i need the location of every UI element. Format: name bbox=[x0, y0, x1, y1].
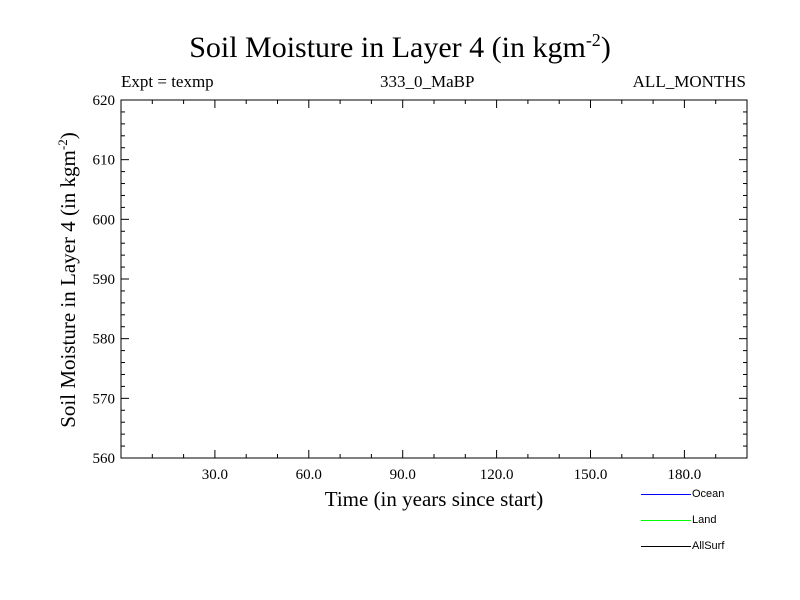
y-tick-label: 620 bbox=[93, 93, 116, 109]
y-tick-label: 560 bbox=[93, 451, 116, 467]
y-tick-label: 590 bbox=[93, 272, 116, 288]
legend-line-ocean bbox=[641, 494, 691, 495]
plot-frame bbox=[120, 99, 748, 459]
y-axis-label: Soil Moisture in Layer 4 (in kgm-2) bbox=[55, 132, 80, 428]
subtitle-center: 333_0_MaBP bbox=[380, 72, 475, 91]
legend-label-ocean: Ocean bbox=[692, 488, 725, 500]
legend-label-allsurf: AllSurf bbox=[692, 540, 725, 552]
x-tick-label: 30.0 bbox=[202, 467, 228, 483]
legend-item-ocean: Ocean bbox=[641, 487, 761, 501]
x-tick-label: 150.0 bbox=[574, 467, 608, 483]
y-tick-label: 610 bbox=[93, 153, 116, 169]
x-axis-label: Time (in years since start) bbox=[324, 487, 544, 511]
x-tick-label: 120.0 bbox=[480, 467, 514, 483]
y-tick-label: 580 bbox=[93, 332, 116, 348]
legend-item-allsurf: AllSurf bbox=[641, 539, 761, 553]
x-tick-label: 180.0 bbox=[668, 467, 702, 483]
legend-line-land bbox=[641, 520, 691, 521]
subtitle-right: ALL_MONTHS bbox=[632, 72, 746, 91]
x-tick-label: 60.0 bbox=[296, 467, 322, 483]
legend-label-land: Land bbox=[692, 514, 717, 526]
legend-line-allsurf bbox=[641, 546, 691, 547]
y-tick-label: 600 bbox=[93, 212, 116, 228]
y-tick-label: 570 bbox=[93, 391, 116, 407]
x-tick-label: 90.0 bbox=[390, 467, 416, 483]
chart-title: Soil Moisture in Layer 4 (in kgm-2) bbox=[189, 30, 611, 64]
legend-item-land: Land bbox=[641, 513, 761, 527]
subtitle-left: Expt = texmp bbox=[121, 72, 214, 91]
